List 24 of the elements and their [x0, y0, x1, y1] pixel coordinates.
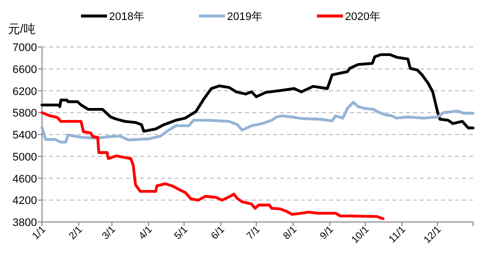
y-axis-title: 元/吨	[8, 22, 36, 36]
x-tick-label: 10/1	[350, 224, 372, 246]
x-tick-label: 3/1	[100, 224, 118, 242]
x-tick-label: 4/1	[137, 224, 155, 242]
y-tick-label: 5000	[12, 151, 37, 164]
y-tick-label: 3800	[12, 217, 37, 229]
x-tick-label: 11/1	[387, 224, 408, 246]
legend-label: 2019年	[227, 11, 262, 23]
x-tick-label: 9/1	[318, 224, 336, 242]
x-tick-label: 5/1	[172, 224, 191, 242]
x-tick-label: 6/1	[209, 224, 228, 242]
y-tick-label: 4600	[12, 173, 37, 186]
legend-label: 2020年	[345, 11, 380, 23]
x-tick-label: 7/1	[244, 224, 263, 242]
x-tick-label: 8/1	[282, 224, 300, 242]
y-tick-label: 6200	[12, 86, 37, 98]
y-tick-label: 7000	[12, 42, 37, 54]
x-tick-label: 2/1	[67, 224, 86, 242]
legend-label: 2018年	[109, 11, 144, 23]
y-tick-label: 5400	[12, 130, 37, 142]
y-tick-label: 6600	[12, 64, 37, 76]
y-tick-label: 4200	[12, 195, 37, 208]
x-tick-label: 12/1	[422, 224, 444, 246]
y-tick-label: 5800	[12, 108, 37, 120]
